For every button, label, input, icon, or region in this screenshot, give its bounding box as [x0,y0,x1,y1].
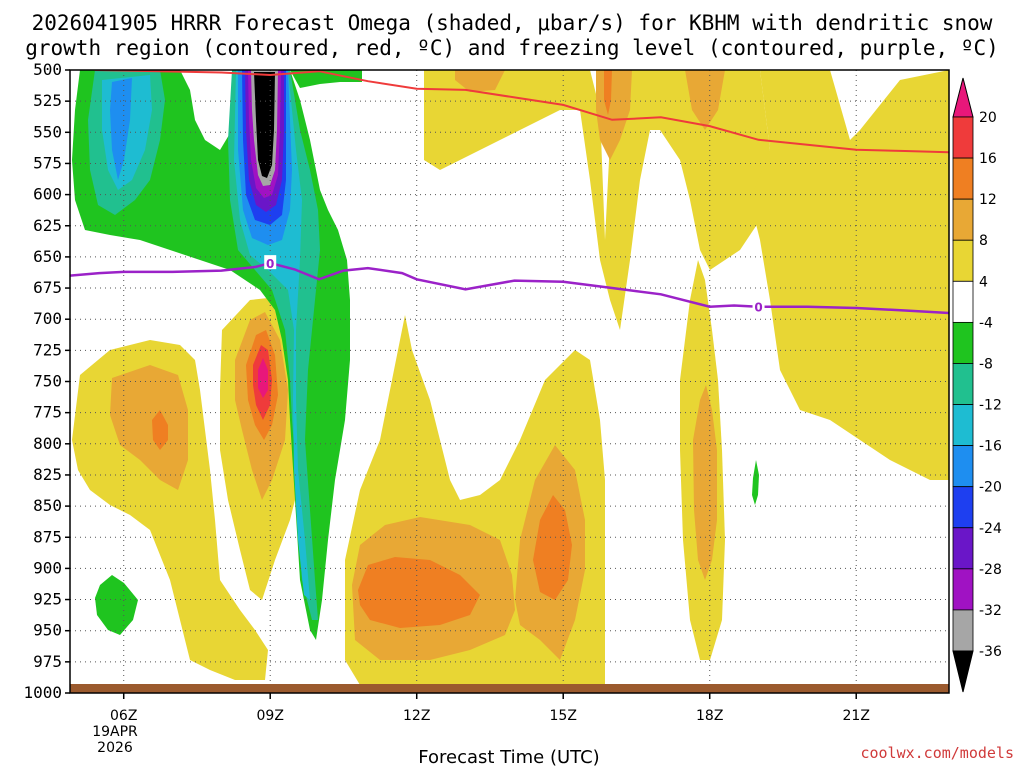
omega-fill-orange-15z [533,495,572,600]
omega-fill-orange-upper [604,70,612,115]
y-tick-label: 575 [33,153,62,172]
omega-fill-magenta-09z [258,358,268,398]
omega-fill-black-09z [254,72,275,178]
colorbar-label: 4 [979,274,988,290]
colorbar-bottom-arrow [952,650,974,693]
omega-fill-amber-upper-a [455,70,505,92]
y-tick-label: 825 [33,465,62,484]
colorbar-swatch [952,321,974,364]
colorbar-label: -8 [979,356,993,372]
y-tick-label: 750 [33,372,62,391]
colorbar-swatch [952,116,974,159]
colorbar-swatch [952,445,974,488]
freezing-level-labels: 00 [264,255,765,315]
x-tick-label: 15Z [550,708,577,724]
y-tick-label: 875 [33,527,62,546]
omega-fill-amber-18z [693,385,717,580]
colorbar-swatch [952,527,974,570]
colorbar-label: -36 [979,644,1002,660]
y-tick-label: 650 [33,247,62,266]
y-tick-label: 675 [33,278,62,297]
colorbar-label: -20 [979,480,1002,496]
colorbar-swatch [952,157,974,200]
x-tick-label: 06Z [110,708,137,724]
omega-fill-amber-left [110,365,188,490]
colorbar-top-arrow [952,77,974,118]
y-tick-label: 525 [33,91,62,110]
x-tick-label: 12Z [403,708,430,724]
colorbar-label: -4 [979,315,993,331]
colorbar-label: -12 [979,398,1002,414]
y-tick-label: 950 [33,621,62,640]
y-axis-ticks: 500 525 550 575 600 625 650 675 700 725 750 775 800 8… [23,60,70,702]
colorbar-swatch [952,609,974,652]
colorbar-swatch [952,280,974,323]
contour-label-bg [752,298,765,313]
colorbar-label: -24 [979,521,1002,537]
contour-label-bg [264,255,277,270]
x-date-line-2: 2026 [97,740,133,756]
omega-fill-lightblue-upper [110,78,132,180]
colorbar-label: 8 [979,233,988,249]
ground-strip [70,684,949,693]
y-tick-label: 700 [33,309,62,328]
y-tick-label: 1000 [23,683,62,702]
y-tick-label: 775 [33,403,62,422]
x-tick-label: 21Z [843,708,870,724]
dendritic-growth-contour-line [94,70,949,154]
y-tick-label: 850 [33,496,62,515]
colorbar-swatch [952,239,974,282]
y-tick-label: 500 [33,60,62,79]
x-axis-label: Forecast Time (UTC) [418,747,599,768]
omega-fill-green-lower-left [95,575,138,635]
omega-fill-yellow-right [750,70,949,480]
y-tick-label: 550 [33,122,62,141]
x-axis-ticks: 06Z 09Z 12Z 15Z 18Z 21Z [110,693,870,724]
omega-fill-green-upper-band [290,70,362,88]
colorbar-label: 20 [979,110,997,126]
credit-text: coolwx.com/models [860,744,1014,762]
y-tick-label: 925 [33,590,62,609]
omega-fill-green-19z [752,460,759,505]
y-tick-label: 600 [33,185,62,204]
chart-title-line-2: growth region (contoured, red, ºC) and f… [25,36,999,60]
x-tick-label: 09Z [257,708,284,724]
omega-fill-yellow-upper-right [424,70,770,330]
x-date-line-1: 19APR [92,724,138,740]
y-tick-label: 725 [33,340,62,359]
omega-fill-orange-left [152,410,168,450]
omega-fill-orange-center [358,557,480,628]
colorbar-swatch [952,198,974,241]
x-tick-label: 18Z [696,708,723,724]
colorbar-swatch [952,404,974,447]
y-tick-label: 975 [33,652,62,671]
omega-fill-amber-upper-c [685,70,725,130]
y-tick-label: 800 [33,434,62,453]
colorbar-swatch [952,568,974,611]
colorbar-label: 16 [979,151,997,167]
colorbar-swatch [952,486,974,529]
colorbar-label: -32 [979,603,1002,619]
colorbar-label: 12 [979,192,997,208]
colorbar-swatch [952,363,974,405]
colorbar-label: -16 [979,439,1002,455]
freezing-level-label: 0 [754,301,762,315]
colorbar: 20 16 12 8 4 -4 -8 -12 -16 -20 -24 -28 -32 -36 [952,77,1002,693]
colorbar-label: -28 [979,562,1002,578]
freezing-level-label: 0 [266,257,274,271]
y-tick-label: 625 [33,216,62,235]
plot-area [70,70,949,693]
chart-title-line-1: 2026041905 HRRR Forecast Omega (shaded, … [32,11,993,35]
y-tick-label: 900 [33,558,62,577]
